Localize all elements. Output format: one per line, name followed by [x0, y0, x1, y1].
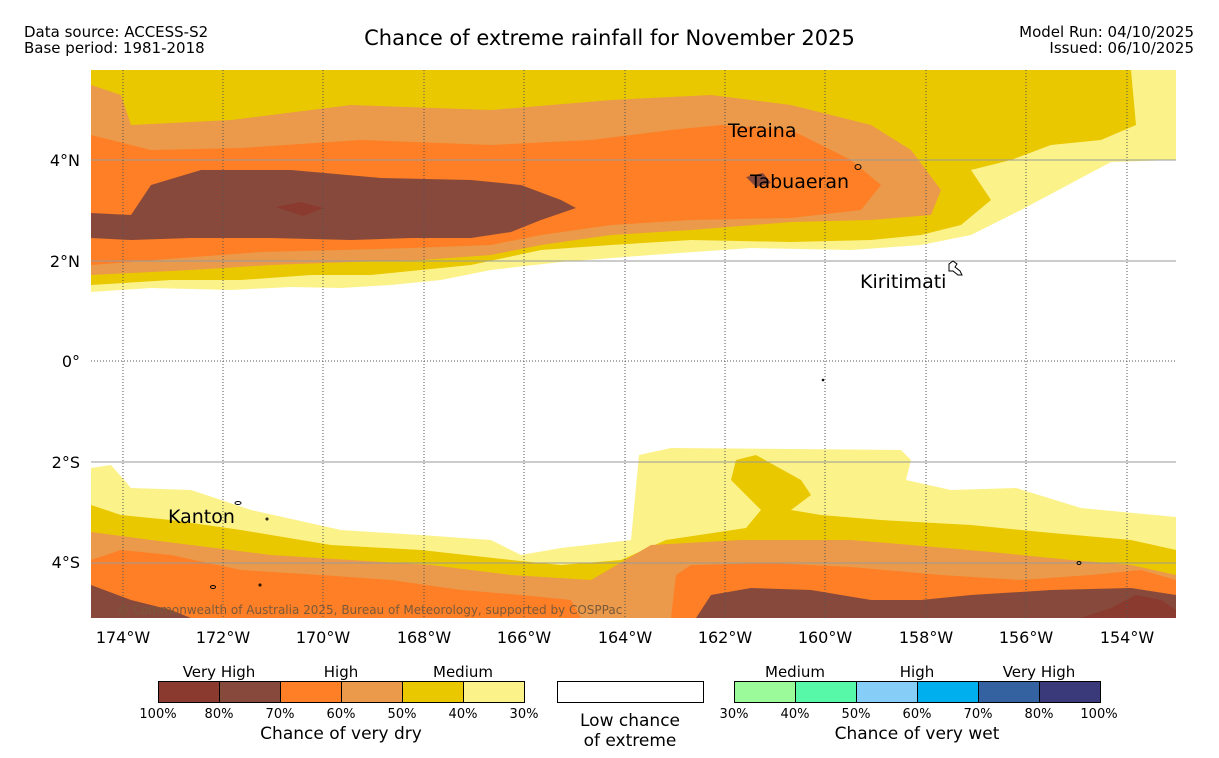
lon-label-174w: 174°W [95, 628, 151, 647]
lat-label-0: 0° [61, 352, 80, 371]
dry-swatch [341, 682, 402, 702]
wet-swatch [1039, 682, 1100, 702]
wet-tick: 50% [841, 707, 871, 722]
dry-category-high: High [323, 663, 359, 681]
dry-category-medium: Medium [433, 663, 493, 681]
dry-colorbar-title: Chance of very dry [260, 724, 422, 744]
header-left: Data source: ACCESS-S2 Base period: 1981… [24, 24, 208, 56]
base-period-text: Base period: 1981-2018 [24, 39, 205, 57]
wet-colorbar-title: Chance of very wet [834, 724, 1000, 744]
lon-label-164w: 164°W [597, 628, 653, 647]
dry-swatch [402, 682, 463, 702]
wet-swatch [735, 682, 795, 702]
low-chance-line1: Low chance [580, 711, 680, 731]
low-chance-line2: of extreme [583, 731, 677, 751]
dry-swatch [463, 682, 524, 702]
wet-category-medium: Medium [765, 663, 825, 681]
low-chance-swatch [557, 681, 704, 703]
wet-swatch [978, 682, 1039, 702]
lon-label-166w: 166°W [496, 628, 552, 647]
dry-tick: 80% [204, 707, 234, 722]
wet-swatch [795, 682, 856, 702]
model-run-text: Model Run: 04/10/2025 [1019, 23, 1194, 41]
lon-label-158w: 158°W [898, 628, 954, 647]
place-label-teraina: Teraina [728, 120, 797, 142]
south-band-70 [696, 588, 1176, 618]
dry-tick: 70% [265, 707, 295, 722]
map-title: Chance of extreme rainfall for November … [364, 26, 855, 50]
wet-category-very-high: Very High [1002, 663, 1076, 681]
lon-label-154w: 154°W [1099, 628, 1155, 647]
map-gridlines [91, 70, 1176, 618]
wet-tick: 60% [902, 707, 932, 722]
lat-label-4s: 4°S [51, 553, 80, 572]
lon-label-172w: 172°W [195, 628, 251, 647]
south-band-80 [1081, 595, 1176, 618]
lat-label-4n: 4°N [49, 151, 80, 170]
dry-category-very-high: Very High [182, 663, 256, 681]
issued-text: Issued: 06/10/2025 [1049, 39, 1194, 57]
wet-swatch [856, 682, 917, 702]
wet-tick: 40% [780, 707, 810, 722]
header-right: Model Run: 04/10/2025 Issued: 06/10/2025 [1019, 24, 1194, 56]
place-label-kanton: Kanton [168, 506, 235, 528]
place-label-kiritimati: Kiritimati [860, 271, 947, 293]
lon-label-170w: 170°W [295, 628, 351, 647]
lat-label-2s: 2°S [51, 453, 80, 472]
data-source-text: Data source: ACCESS-S2 [24, 23, 209, 41]
wet-tick: 30% [719, 707, 749, 722]
dry-swatch [159, 682, 219, 702]
island-outlines [210, 164, 1082, 589]
dry-tick: 60% [326, 707, 356, 722]
lon-label-156w: 156°W [998, 628, 1054, 647]
wet-colorbar [734, 681, 1101, 703]
wet-tick: 100% [1080, 707, 1118, 722]
dry-swatch [219, 682, 280, 702]
dry-tick: 100% [139, 707, 177, 722]
wet-tick: 70% [963, 707, 993, 722]
wet-category-high: High [899, 663, 935, 681]
lon-label-160w: 160°W [797, 628, 853, 647]
place-label-tabuaeran: Tabuaeran [750, 171, 850, 193]
dry-tick: 50% [387, 707, 417, 722]
rainfall-map [91, 70, 1176, 618]
south-west-70 [91, 585, 191, 618]
north-spot-70 [746, 173, 771, 187]
north-band-80 [276, 202, 323, 216]
lat-label-2n: 2°N [49, 252, 80, 271]
lon-label-162w: 162°W [697, 628, 753, 647]
north-band-70 [91, 170, 576, 240]
south-band-60 [91, 550, 581, 618]
dry-tick: 40% [448, 707, 478, 722]
wet-tick: 80% [1024, 707, 1054, 722]
low-chance-label: Low chance of extreme [580, 711, 680, 751]
dry-colorbar [158, 681, 525, 703]
wet-swatch [917, 682, 978, 702]
copyright-text: © Commonwealth of Australia 2025, Bureau… [117, 603, 623, 617]
lon-label-168w: 168°W [396, 628, 452, 647]
dry-swatch [280, 682, 341, 702]
dry-tick: 30% [509, 707, 539, 722]
